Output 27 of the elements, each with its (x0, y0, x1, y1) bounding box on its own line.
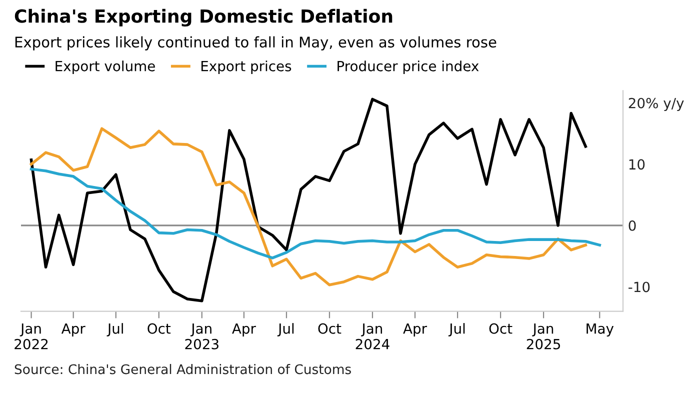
x-tick-label: Jul (277, 323, 294, 336)
x-tick-label: Oct (318, 323, 342, 334)
x-tick-label: Jul (448, 323, 465, 336)
y-tick-label: 10 (629, 159, 645, 170)
legend-label: Export prices (201, 60, 292, 74)
x-tick-label: Apr (61, 323, 86, 337)
x-tick-label: Apr (403, 323, 428, 337)
legend-label: Producer price index (338, 60, 479, 74)
y-tick-label: 20% y/y (628, 98, 684, 112)
line-series (30, 127, 587, 286)
chart-subtitle: Export prices likely continued to fall in May, even as volumes rose (15, 36, 496, 50)
x-tick-label: Oct (489, 323, 512, 334)
y-tick-label: -10 (628, 282, 650, 292)
x-tick-label: Jul (106, 323, 123, 336)
line-series (30, 98, 587, 302)
x-tick-label: Jan 2023 (185, 323, 218, 350)
y-tick-label: 0 (628, 220, 636, 231)
x-tick-label: May (586, 323, 614, 337)
x-tick-label: Apr (232, 323, 256, 337)
legend-label: Export volume (56, 60, 155, 74)
x-tick-label: Jan 2024 (356, 323, 390, 350)
x-tick-label: Jan 2022 (14, 323, 48, 350)
x-tick-label: Oct (148, 323, 171, 334)
line-series (30, 168, 602, 260)
x-tick-label: Jan 2025 (526, 323, 560, 350)
chart-title: China's Exporting Domestic Deflation (14, 8, 392, 27)
source-note: Source: China's General Administration of Customs (14, 364, 351, 374)
